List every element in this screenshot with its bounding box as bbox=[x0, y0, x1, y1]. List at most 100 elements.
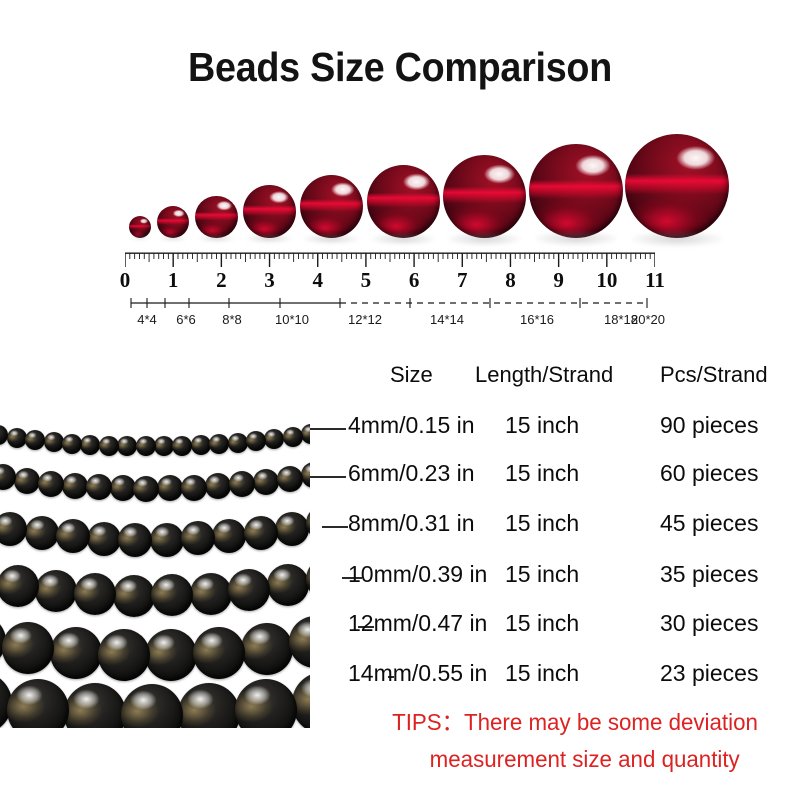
header-size: Size bbox=[390, 362, 433, 387]
obsidian-bead bbox=[235, 678, 298, 728]
obsidian-bead bbox=[49, 626, 102, 679]
cell-pieces: 45 pieces bbox=[660, 510, 759, 536]
obsidian-bead bbox=[61, 472, 88, 499]
header-pieces: Pcs/Strand bbox=[660, 362, 768, 387]
obsidian-bead bbox=[0, 565, 39, 608]
bead-16mm bbox=[442, 154, 527, 238]
obsidian-bead bbox=[190, 435, 211, 456]
obsidian-bead bbox=[64, 683, 127, 728]
obsidian-bead bbox=[181, 474, 208, 501]
size-label-4x4: 4*4 bbox=[137, 312, 157, 327]
cell-length: 15 inch bbox=[505, 561, 580, 587]
table-header-row: Size Length/Strand Pcs/Strand bbox=[300, 362, 800, 396]
obsidian-bead bbox=[193, 627, 246, 680]
cell-size: 4mm/0.15 in bbox=[348, 412, 475, 438]
obsidian-bead bbox=[276, 465, 303, 492]
cell-size: 8mm/0.31 in bbox=[348, 510, 475, 536]
obsidian-bead bbox=[112, 574, 155, 617]
bead-14mm bbox=[366, 164, 440, 238]
ruler-number-6: 6 bbox=[408, 268, 420, 292]
bead-10mm bbox=[242, 185, 296, 238]
table-row: 6mm/0.23 in 15 inch 60 pieces bbox=[300, 460, 800, 494]
leader-line bbox=[358, 626, 374, 628]
cell-pieces: 60 pieces bbox=[660, 460, 759, 486]
size-label-14x14: 14*14 bbox=[430, 312, 464, 327]
obsidian-bead bbox=[35, 569, 78, 612]
size-label-8x8: 8*8 bbox=[222, 312, 242, 327]
obsidian-bead bbox=[253, 468, 280, 495]
ruler-number-10: 10 bbox=[596, 268, 618, 292]
cell-length: 15 inch bbox=[505, 660, 580, 686]
bead-size-showcase bbox=[125, 120, 729, 245]
size-label-18x18: 18*18 bbox=[604, 312, 638, 327]
obsidian-bead bbox=[98, 435, 119, 456]
ruler: 0 1 2 3 4 5 6 7 8 9 10 11 4*4 6*6 8*8 10*10 12*12 14*14 1… bbox=[120, 252, 665, 338]
obsidian-bead bbox=[178, 682, 241, 728]
obsidian-bead bbox=[37, 470, 64, 497]
header-length: Length/Strand bbox=[475, 362, 614, 387]
spec-table: Size Length/Strand Pcs/Strand 4mm/0.15 i… bbox=[300, 362, 800, 692]
cell-size: 6mm/0.23 in bbox=[348, 460, 475, 486]
bead-4mm bbox=[129, 216, 151, 238]
cell-size: 12mm/0.47 in bbox=[348, 610, 488, 636]
leader-line bbox=[342, 577, 362, 579]
cell-pieces: 23 pieces bbox=[660, 660, 759, 686]
obsidian-bead bbox=[264, 429, 285, 450]
obsidian-bead bbox=[6, 427, 27, 448]
bead-20mm bbox=[625, 134, 729, 238]
ruler-number-3: 3 bbox=[264, 268, 275, 292]
obsidian-bead bbox=[227, 432, 248, 453]
cell-length: 15 inch bbox=[505, 412, 580, 438]
obsidian-bead bbox=[149, 522, 184, 557]
obsidian-bead bbox=[62, 433, 82, 454]
obsidian-bead bbox=[109, 475, 136, 502]
bracelet-photo bbox=[0, 398, 310, 728]
obsidian-bead bbox=[135, 436, 156, 457]
ruler-number-1: 1 bbox=[167, 268, 179, 292]
bead-8mm bbox=[195, 195, 238, 238]
cell-size: 14mm/0.55 in bbox=[348, 660, 488, 686]
leader-line bbox=[388, 676, 394, 678]
ruler-number-7: 7 bbox=[457, 268, 468, 292]
obsidian-bead bbox=[274, 511, 309, 546]
obsidian-bead bbox=[121, 684, 184, 728]
obsidian-bead bbox=[85, 474, 112, 501]
table-row: 14mm/0.55 in 15 inch 23 pieces bbox=[300, 660, 800, 694]
page-title: Beads Size Comparison bbox=[188, 44, 612, 90]
cell-length: 15 inch bbox=[505, 510, 580, 536]
bead-6mm bbox=[157, 205, 190, 238]
obsidian-bead bbox=[118, 522, 153, 557]
obsidian-bead bbox=[133, 475, 160, 502]
obsidian-bead bbox=[189, 572, 232, 615]
tips-note: TIPS：There may be some deviation measure… bbox=[350, 704, 800, 778]
obsidian-bead bbox=[97, 629, 150, 682]
cell-pieces: 90 pieces bbox=[660, 412, 759, 438]
obsidian-bead bbox=[87, 521, 122, 556]
obsidian-bead bbox=[1, 621, 54, 674]
ruler-number-11: 11 bbox=[645, 268, 665, 292]
ruler-number-4: 4 bbox=[312, 268, 323, 292]
ruler-size-labels: 4*4 6*6 8*8 10*10 12*12 14*14 16*16 18*18 20*20 bbox=[125, 312, 665, 336]
cell-size: 10mm/0.39 in bbox=[348, 561, 488, 587]
cell-length: 15 inch bbox=[505, 460, 580, 486]
tips-line-1: TIPS：There may be some deviation bbox=[392, 709, 758, 735]
ruler-size-bracket bbox=[130, 298, 648, 308]
obsidian-bead bbox=[246, 431, 266, 452]
ruler-number-5: 5 bbox=[360, 268, 372, 292]
leader-line bbox=[310, 428, 346, 430]
size-label-6x6: 6*6 bbox=[176, 312, 196, 327]
ruler-tick-marks bbox=[125, 252, 655, 267]
leader-line bbox=[310, 476, 346, 478]
tips-line-2: measurement size and quantity bbox=[429, 746, 740, 772]
size-label-10x10: 10*10 bbox=[275, 312, 309, 327]
size-label-12x12: 12*12 bbox=[348, 312, 382, 327]
obsidian-bead bbox=[73, 573, 116, 616]
obsidian-bead bbox=[7, 679, 70, 728]
cell-length: 15 inch bbox=[505, 610, 580, 636]
obsidian-bead bbox=[13, 467, 40, 494]
bead-12mm bbox=[299, 175, 363, 238]
size-label-16x16: 16*16 bbox=[520, 312, 554, 327]
cell-pieces: 35 pieces bbox=[660, 561, 759, 587]
table-row: 10mm/0.39 in 15 inch 35 pieces bbox=[300, 561, 800, 595]
obsidian-bead bbox=[24, 516, 59, 551]
